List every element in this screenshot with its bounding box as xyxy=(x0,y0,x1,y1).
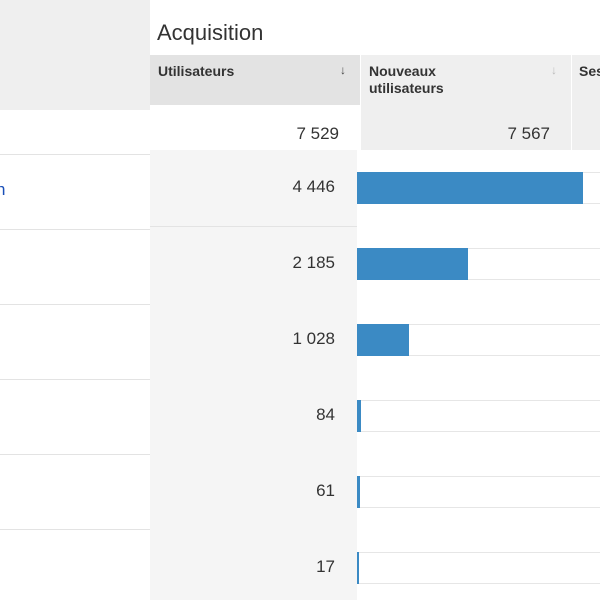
utilisateurs-values-column: 4 446 2 185 1 028 84 61 17 xyxy=(150,150,357,600)
dimension-header xyxy=(0,0,150,110)
row-value: 4 446 xyxy=(292,177,335,196)
total-cell-utilisateurs: 7 529 xyxy=(150,105,360,150)
total-nouveaux-utilisateurs: 7 567 xyxy=(507,124,550,143)
row-divider xyxy=(0,454,150,455)
column-header-label: Utilisateurs xyxy=(158,63,235,79)
label-line: Nouveaux xyxy=(369,63,436,79)
row-value: 61 xyxy=(316,481,335,500)
row-divider xyxy=(0,379,150,380)
column-header-label: Ses xyxy=(579,63,600,79)
dimension-column xyxy=(0,110,150,600)
share-bar xyxy=(357,400,361,432)
bar-track xyxy=(357,552,600,584)
share-bar xyxy=(357,552,359,584)
bar-track xyxy=(357,400,600,432)
section-title: Acquisition xyxy=(157,20,264,45)
arrow-down-icon[interactable]: ↓ xyxy=(551,63,557,77)
arrow-down-icon[interactable]: ↓ xyxy=(340,63,346,77)
label-line: utilisateurs xyxy=(369,80,444,96)
row-value: 2 185 xyxy=(292,253,335,272)
share-bar xyxy=(357,476,360,508)
column-header-label: Nouveaux utilisateurs xyxy=(369,63,444,97)
bar-track xyxy=(357,476,600,508)
row-divider xyxy=(0,154,150,155)
column-header-nouveaux-utilisateurs[interactable]: Nouveaux utilisateurs ↓ 7 567 xyxy=(361,55,571,150)
row-divider xyxy=(0,304,150,305)
row-divider xyxy=(150,226,357,227)
row-divider xyxy=(0,229,150,230)
total-utilisateurs: 7 529 xyxy=(296,124,339,143)
dimension-link-partial[interactable]: n xyxy=(0,180,6,199)
column-header-sessions[interactable]: Ses xyxy=(572,55,600,150)
row-divider xyxy=(0,529,150,530)
column-header-utilisateurs[interactable]: Utilisateurs ↓ xyxy=(150,55,360,105)
share-bar xyxy=(357,324,409,356)
share-bar xyxy=(357,172,583,204)
share-bar xyxy=(357,248,468,280)
row-value: 17 xyxy=(316,557,335,576)
row-value: 1 028 xyxy=(292,329,335,348)
row-value: 84 xyxy=(316,405,335,424)
